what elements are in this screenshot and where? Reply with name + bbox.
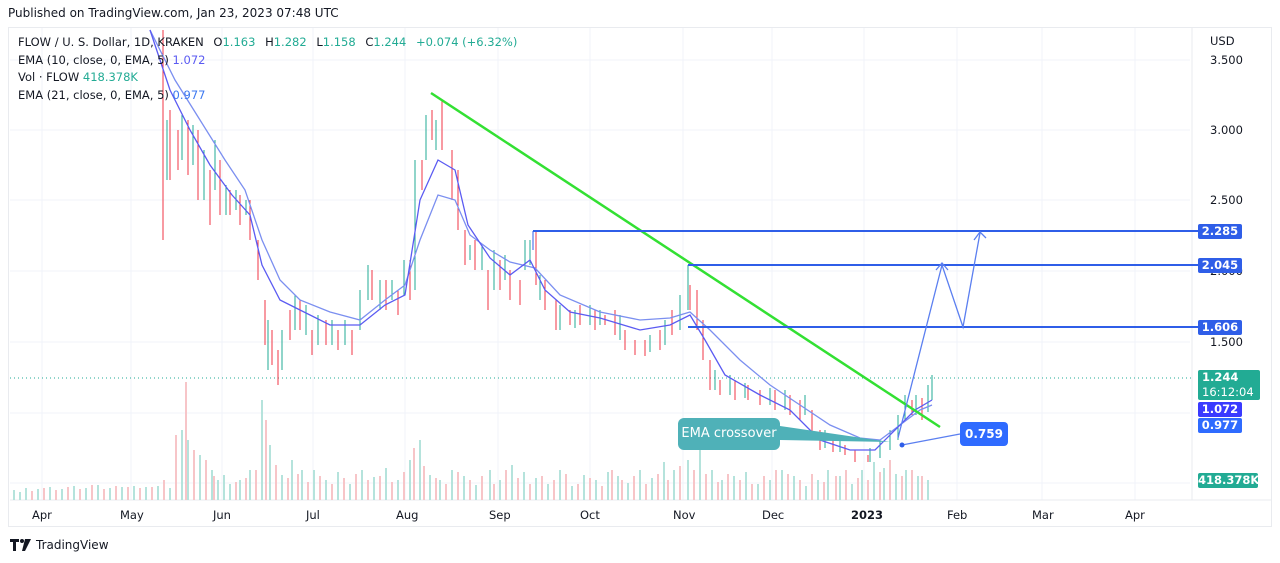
tradingview-brand[interactable]: TradingView bbox=[10, 538, 109, 552]
ema-crossover-callout[interactable]: EMA crossover bbox=[678, 418, 780, 450]
ema10-line bbox=[149, 29, 933, 451]
ema21-badge: 0.977 bbox=[1198, 418, 1242, 433]
low-value: 1.158 bbox=[322, 35, 356, 49]
time-tick: May bbox=[120, 508, 144, 522]
volume-badge: 418.378K bbox=[1198, 473, 1260, 488]
time-tick: Nov bbox=[673, 508, 696, 522]
time-tick: Apr bbox=[1125, 508, 1145, 522]
tradingview-logo-icon bbox=[10, 539, 31, 551]
price-tick: 1.500 bbox=[1210, 335, 1243, 349]
level-badge-low: 1.606 bbox=[1198, 320, 1242, 335]
time-tick: Jun bbox=[213, 508, 231, 522]
last-price-badge: 1.244 16:12:04 bbox=[1198, 370, 1260, 400]
chart-frame[interactable] bbox=[8, 27, 1272, 527]
legend-volume-row[interactable]: Vol · FLOW 418.378K bbox=[18, 70, 138, 84]
last-price: 1.244 bbox=[1202, 370, 1239, 384]
volume-value: 418.378K bbox=[82, 70, 138, 84]
currency-label[interactable]: USD bbox=[1210, 34, 1235, 48]
ema21-value: 0.977 bbox=[172, 87, 206, 102]
time-tick-year: 2023 bbox=[851, 508, 884, 522]
high-value: 1.282 bbox=[273, 35, 307, 49]
level-badge-mid: 2.045 bbox=[1198, 258, 1242, 273]
price-tick: 3.500 bbox=[1210, 53, 1243, 67]
candles bbox=[162, 30, 933, 462]
ema21-line bbox=[149, 29, 933, 441]
time-tick: Mar bbox=[1032, 508, 1054, 522]
published-caption: Published on TradingView.com, Jan 23, 20… bbox=[8, 6, 339, 20]
horizontal-levels bbox=[532, 230, 1198, 328]
price-tick: 3.000 bbox=[1210, 123, 1243, 137]
chart-legend: FLOW / U. S. Dollar, 1D, KRAKEN O1.163 H… bbox=[18, 34, 517, 104]
close-value: 1.244 bbox=[373, 35, 407, 49]
time-tick: Aug bbox=[396, 508, 419, 522]
projection-path bbox=[897, 232, 981, 439]
level-badge-top: 2.285 bbox=[1198, 224, 1242, 239]
grid bbox=[10, 28, 1190, 500]
open-value: 1.163 bbox=[222, 35, 256, 49]
time-tick: Dec bbox=[762, 508, 785, 522]
time-tick: Feb bbox=[947, 508, 968, 522]
bar-countdown: 16:12:04 bbox=[1202, 385, 1254, 399]
symbol-name[interactable]: FLOW / U. S. Dollar, 1D, KRAKEN bbox=[18, 35, 204, 49]
trendline bbox=[430, 91, 941, 429]
time-tick: Apr bbox=[32, 508, 52, 522]
legend-ema21-row[interactable]: EMA (21, close, 0, EMA, 5) 0.977 bbox=[18, 87, 206, 102]
brand-name: TradingView bbox=[36, 538, 109, 552]
legend-symbol-row: FLOW / U. S. Dollar, 1D, KRAKEN O1.163 H… bbox=[18, 35, 518, 49]
time-tick: Oct bbox=[580, 508, 600, 522]
price-tag-annotation[interactable]: 0.759 bbox=[960, 422, 1008, 446]
volume-bars bbox=[13, 382, 929, 500]
price-tick: 2.500 bbox=[1210, 193, 1243, 207]
time-tick: Sep bbox=[489, 508, 511, 522]
change-value: +0.074 (+6.32%) bbox=[415, 35, 518, 49]
legend-ema10-row[interactable]: EMA (10, close, 0, EMA, 5) 1.072 bbox=[18, 52, 206, 67]
ema10-value: 1.072 bbox=[172, 52, 206, 67]
callout-pointer bbox=[780, 426, 890, 442]
time-tick: Jul bbox=[306, 508, 320, 522]
ema10-badge: 1.072 bbox=[1198, 402, 1242, 417]
